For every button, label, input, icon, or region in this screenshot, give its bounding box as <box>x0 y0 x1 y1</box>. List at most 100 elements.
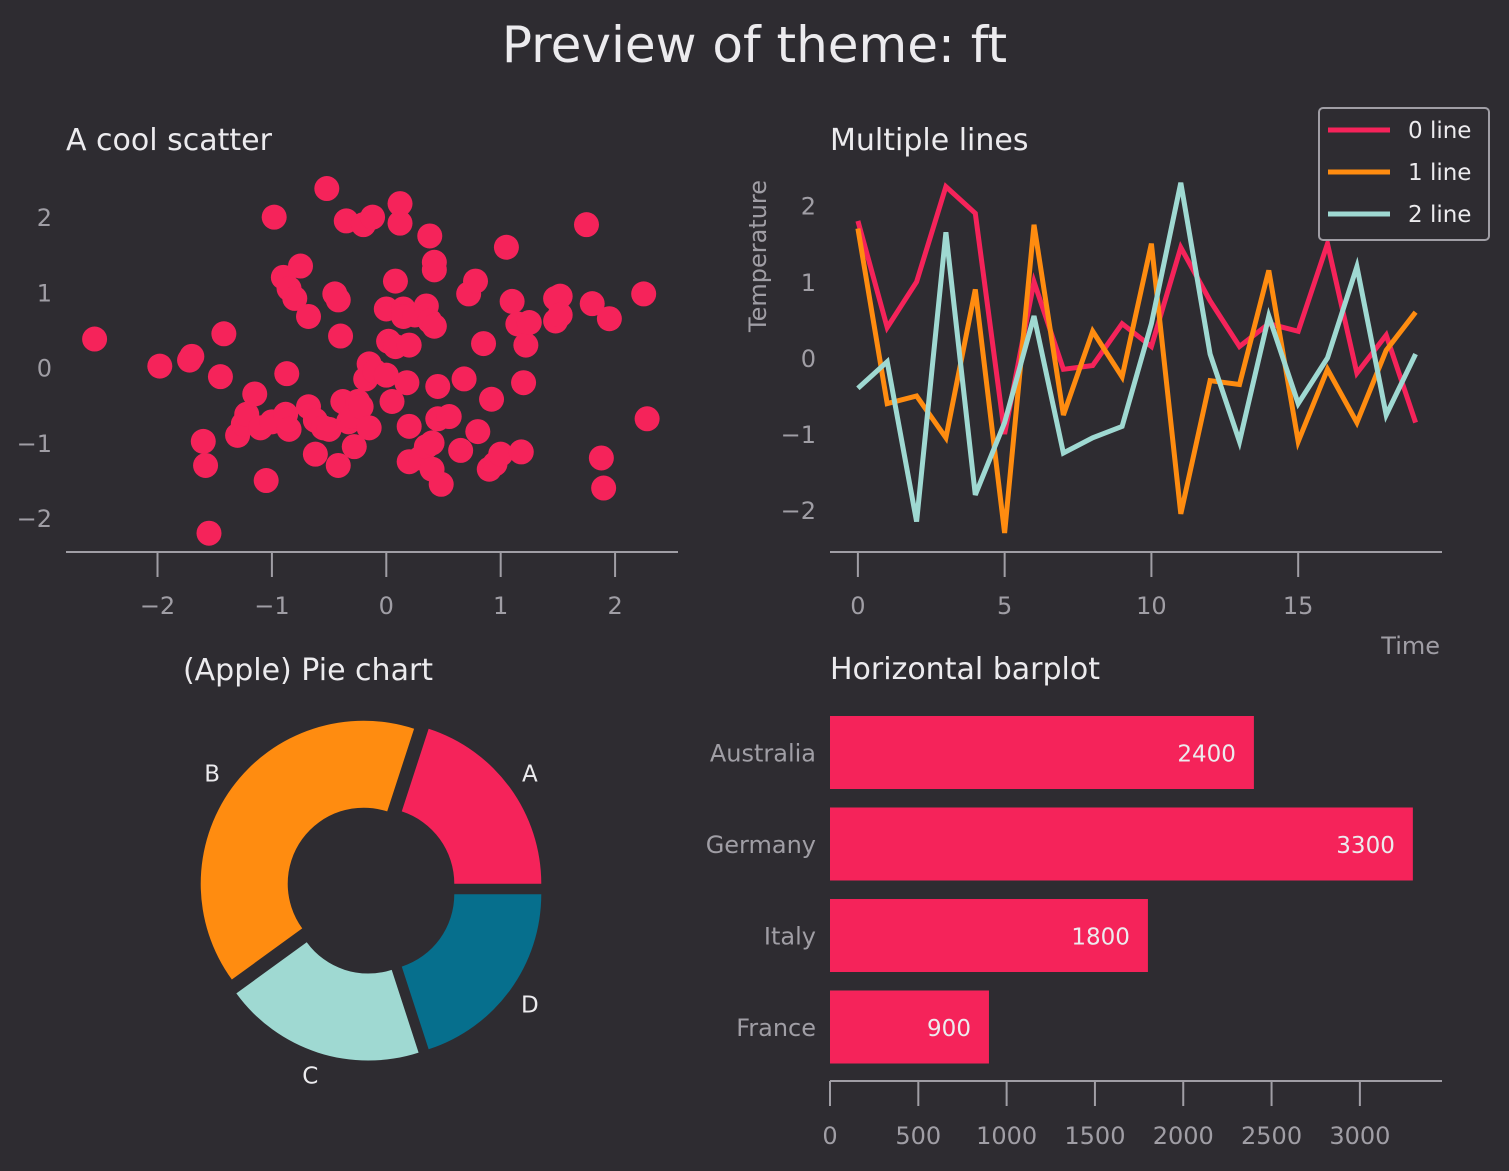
bar-value-label: 2400 <box>1177 742 1236 768</box>
scatter-point <box>253 468 279 494</box>
lines-x-tick-label: 0 <box>850 592 865 620</box>
scatter-point <box>425 373 451 399</box>
pie-panel: (Apple) Pie chart A B C D <box>183 653 542 1090</box>
bar-italy <box>830 899 1148 972</box>
scatter-point <box>465 419 491 445</box>
scatter-point <box>488 441 514 467</box>
scatter-point <box>573 212 599 238</box>
scatter-point <box>373 362 399 388</box>
scatter-point <box>382 268 408 294</box>
line-series-2 <box>856 182 1418 523</box>
scatter-point <box>296 303 322 329</box>
bar-category-label: France <box>736 1014 816 1042</box>
lines-x-tick-label: 10 <box>1136 592 1167 620</box>
bars-x-tick-label: 0 <box>822 1122 837 1150</box>
scatter-point <box>499 288 525 314</box>
scatter-point <box>348 394 374 420</box>
bar-value-label: 900 <box>927 1016 971 1042</box>
scatter-point <box>547 302 573 328</box>
scatter-panel: A cool scatter −2 −1 0 1 2 −2 −1 0 1 2 <box>17 123 678 620</box>
scatter-point <box>579 291 605 317</box>
lines-y-label: Temperature <box>744 180 772 333</box>
pie-slice-B <box>200 720 415 980</box>
scatter-point <box>471 331 497 357</box>
pie-label: B <box>204 762 220 788</box>
scatter-point <box>325 452 351 478</box>
scatter-point <box>190 428 216 454</box>
bars-x-tick-label: 3000 <box>1329 1122 1390 1150</box>
scatter-y-tick-label: −1 <box>17 430 52 458</box>
scatter-y-tick-label: 1 <box>37 279 52 307</box>
scatter-point <box>82 326 108 352</box>
scatter-point <box>276 416 302 442</box>
scatter-point <box>428 471 454 497</box>
scatter-y-ticks: −2 −1 0 1 2 <box>17 204 52 533</box>
scatter-point <box>419 430 445 456</box>
scatter-point <box>207 364 233 390</box>
lines-legend: 0 line 1 line 2 line <box>1318 107 1490 241</box>
scatter-point <box>356 415 382 441</box>
legend-label-1: 1 line <box>1408 160 1471 186</box>
pie-slice-A <box>401 728 542 884</box>
scatter-y-tick-label: 0 <box>37 355 52 383</box>
lines-y-tick-label: 2 <box>801 193 816 221</box>
lines-y-tick-label: 1 <box>801 269 816 297</box>
scatter-point <box>282 285 308 311</box>
scatter-point <box>634 406 660 432</box>
pie-label: C <box>302 1064 318 1090</box>
scatter-point <box>479 386 505 412</box>
scatter-point <box>448 437 474 463</box>
scatter-point <box>196 520 222 546</box>
bar-category-label: Italy <box>764 923 816 951</box>
lines-y-tick-label: 0 <box>801 345 816 373</box>
bars-x-ticks: 0 500 1000 1500 2000 2500 3000 <box>822 1081 1390 1150</box>
scatter-point <box>328 323 354 349</box>
scatter-point <box>631 281 657 307</box>
bar-value-label: 1800 <box>1071 925 1130 951</box>
bar-australia <box>830 716 1254 789</box>
lines-series <box>855 182 1418 534</box>
scatter-x-tick-label: 1 <box>493 592 508 620</box>
scatter-point <box>288 253 314 279</box>
bar-germany <box>830 807 1413 881</box>
scatter-x-tick-label: 2 <box>607 592 622 620</box>
bars-x-tick-label: 2000 <box>1153 1122 1214 1150</box>
scatter-point <box>394 370 420 396</box>
scatter-point <box>274 361 300 387</box>
scatter-point <box>513 332 539 358</box>
pie-slice-D <box>401 894 542 1050</box>
scatter-point <box>421 313 447 339</box>
scatter-point <box>516 309 542 335</box>
bars-x-tick-label: 1000 <box>976 1122 1037 1150</box>
line-series-0 <box>855 182 1418 435</box>
scatter-y-tick-label: 2 <box>37 204 52 232</box>
scatter-point <box>396 332 422 358</box>
scatter-point <box>379 389 405 415</box>
scatter-title: A cool scatter <box>66 123 273 158</box>
legend-box <box>1318 107 1490 241</box>
scatter-point <box>387 191 413 217</box>
scatter-point <box>588 445 614 471</box>
scatter-point <box>451 366 477 392</box>
bar-value-label: 3300 <box>1336 833 1395 859</box>
scatter-point <box>596 306 622 332</box>
bar-category-label: Australia <box>710 740 816 768</box>
scatter-point <box>547 283 573 309</box>
scatter-point <box>396 413 422 439</box>
bar-france <box>830 990 989 1064</box>
scatter-point <box>242 381 268 407</box>
lines-x-label: Time <box>1380 632 1440 660</box>
lines-y-tick-label: −2 <box>781 497 816 525</box>
scatter-point <box>325 287 351 313</box>
scatter-point <box>261 204 287 230</box>
figure-title: Preview of theme: ft <box>502 16 1007 74</box>
lines-y-tick-label: −1 <box>781 421 816 449</box>
scatter-point <box>511 370 537 396</box>
lines-x-tick-label: 15 <box>1283 592 1314 620</box>
bars-title: Horizontal barplot <box>830 652 1100 687</box>
lines-x-ticks: 0 5 10 15 <box>850 552 1313 620</box>
scatter-point <box>316 416 342 442</box>
scatter-point <box>314 176 340 202</box>
bars: Australia 2400 Germany 3300 Italy 1800 France 9… <box>706 716 1413 1064</box>
